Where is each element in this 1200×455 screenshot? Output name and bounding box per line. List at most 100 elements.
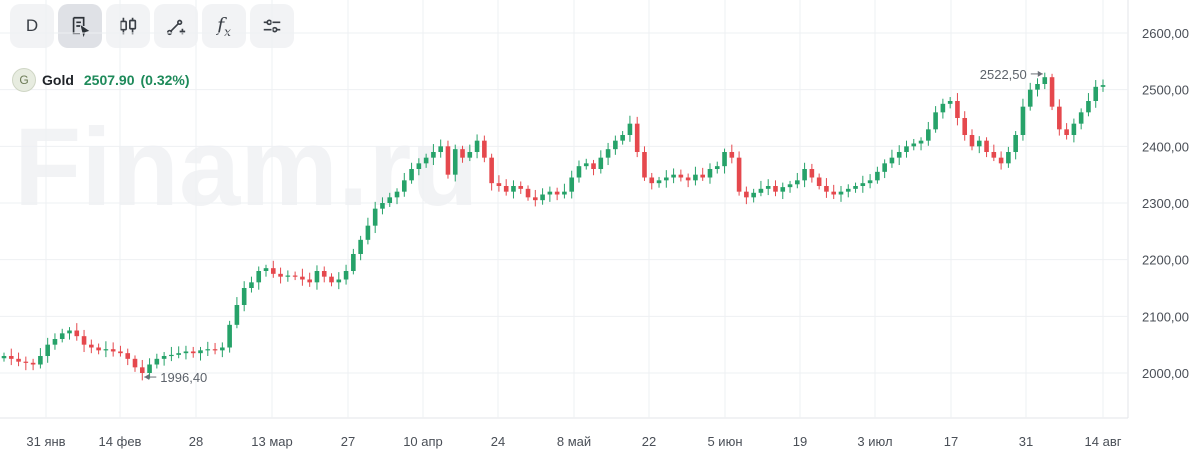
chart-type-button[interactable]: [58, 4, 102, 48]
price-change: (0.32%): [140, 72, 190, 88]
x-tick-label: 14 фев: [99, 434, 142, 449]
candle-body: [867, 180, 873, 184]
candle-body: [118, 351, 123, 354]
candle-body: [744, 191, 749, 198]
x-tick-label: 8 май: [557, 434, 591, 449]
x-tick-label: 19: [793, 434, 807, 449]
line-plus-icon: [166, 19, 186, 36]
candle-body: [511, 186, 516, 192]
candle-body: [314, 271, 320, 283]
candle-body: [496, 183, 502, 186]
candle-body: [955, 101, 960, 118]
candle-body: [831, 191, 837, 195]
candle-body: [751, 192, 756, 198]
candle-body: [1064, 129, 1069, 135]
candle-body: [8, 356, 14, 359]
candle-body: [110, 349, 116, 352]
candle-body: [845, 188, 851, 192]
annotations: 1996,40 2522,50: [144, 67, 1043, 385]
last-price: 2507.90: [83, 72, 135, 88]
interval-label: D: [25, 16, 39, 35]
candle-body: [416, 163, 422, 169]
candle-body: [96, 347, 101, 351]
candle-body: [758, 188, 764, 193]
candle-body: [933, 112, 938, 130]
candle-body: [89, 344, 94, 348]
candle-body: [1086, 101, 1091, 113]
candle-body: [540, 194, 545, 201]
candle-body: [787, 184, 793, 188]
candle-body: [329, 276, 334, 283]
candle-body: [482, 140, 487, 158]
chart-toolbar: D fx: [10, 4, 294, 48]
x-tick-label: 24: [491, 434, 505, 449]
candle-body: [169, 354, 174, 357]
candle-body: [795, 180, 800, 185]
candle-body: [270, 268, 276, 274]
candle-body: [1027, 89, 1033, 107]
x-tick-label: 10 апр: [403, 434, 443, 449]
candle-body: [220, 347, 225, 351]
candle-body: [1057, 106, 1062, 130]
candle-body: [1013, 135, 1018, 152]
x-tick-label: 5 июн: [707, 434, 742, 449]
candle-body: [474, 140, 480, 152]
symbol-name[interactable]: Gold: [42, 72, 74, 88]
x-tick-label: 27: [341, 434, 355, 449]
candle-body: [205, 349, 211, 351]
candle-body: [518, 186, 524, 189]
candle-body: [700, 174, 706, 178]
candle-body: [984, 140, 989, 152]
candle-body: [998, 157, 1004, 164]
candle-body: [554, 191, 560, 195]
candle-body: [802, 169, 807, 181]
candle-body: [620, 135, 625, 141]
candle-body: [241, 288, 247, 305]
candle-body: [358, 239, 363, 254]
y-tick-label: 2500,00: [1142, 83, 1189, 98]
candle-body: [649, 177, 655, 184]
candle-body: [1078, 112, 1084, 124]
candle-body: [227, 324, 232, 348]
candles-button[interactable]: [106, 4, 150, 48]
candle-body: [962, 118, 968, 135]
y-tick-label: 2100,00: [1142, 309, 1189, 324]
candle-body: [423, 157, 429, 164]
candle-body: [431, 152, 436, 158]
candle-body: [438, 146, 443, 152]
symbol-legend: G Gold 2507.90 (0.32%): [12, 68, 190, 92]
candle-body: [467, 152, 473, 158]
x-tick-label: 31 янв: [26, 434, 65, 449]
candle-body: [693, 174, 698, 181]
candle-body: [183, 351, 189, 354]
symbol-badge: G: [12, 68, 36, 92]
candle-body: [1093, 86, 1099, 101]
low-price-label: 1996,40: [160, 370, 207, 385]
candles: [1, 72, 1106, 381]
candle-body: [278, 273, 283, 277]
candle-body: [1071, 123, 1077, 135]
candle-body: [300, 276, 305, 280]
candle-body: [351, 254, 356, 271]
candle-body: [918, 140, 924, 144]
candle-body: [656, 180, 662, 184]
grid: [0, 0, 1129, 419]
drawing-tools-button[interactable]: [154, 4, 198, 48]
high-price-label: 2522,50: [980, 67, 1027, 82]
indicators-button[interactable]: fx: [202, 4, 246, 48]
candle-body: [707, 169, 713, 178]
interval-button[interactable]: D: [10, 4, 54, 48]
candle-body: [285, 275, 291, 277]
candle-body: [81, 336, 87, 345]
candle-body: [591, 163, 596, 169]
high-marker-arrow: [1037, 70, 1043, 77]
candle-body: [1, 356, 7, 359]
candle-body: [634, 123, 640, 152]
candle-body: [1020, 106, 1026, 135]
candle-body: [947, 101, 953, 104]
candle-body: [1042, 77, 1048, 84]
candle-body: [67, 330, 72, 334]
candle-body: [889, 157, 895, 164]
x-tick-label: 14 авг: [1085, 434, 1122, 449]
